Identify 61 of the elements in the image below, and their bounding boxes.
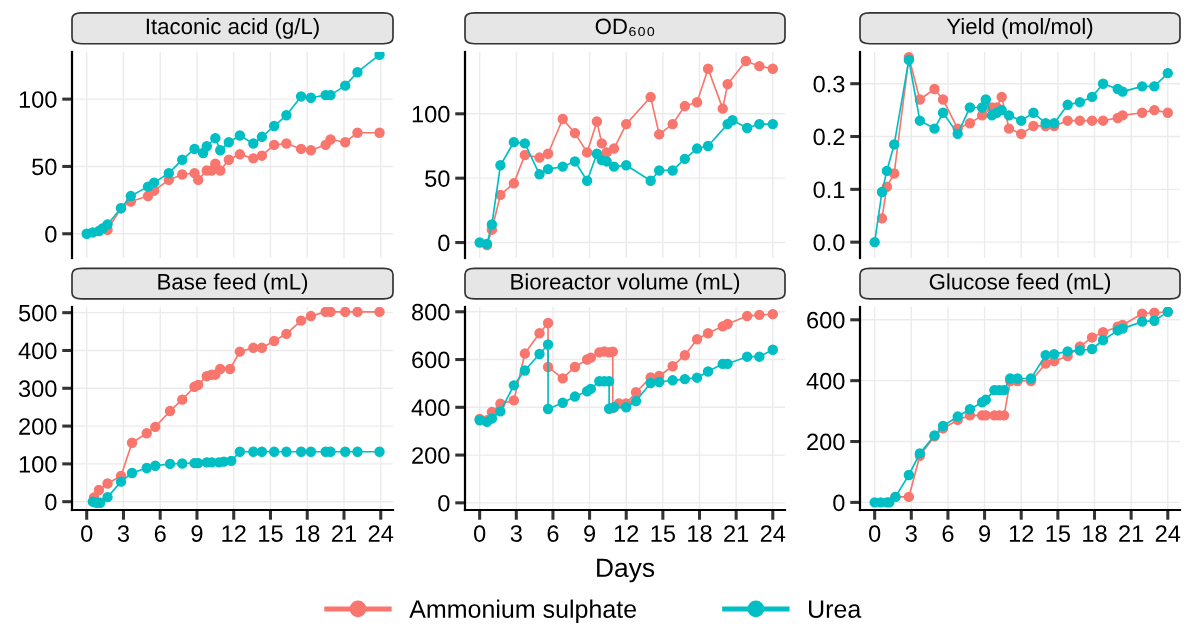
x-tick-label: 12 — [614, 525, 639, 542]
y-tick-label: 100 — [19, 455, 57, 473]
y-tick-label: 600 — [412, 351, 450, 369]
chart-title: Base feed (mL) — [158, 273, 308, 294]
x-tick-label: 21 — [332, 525, 356, 542]
x-tick-label: 21 — [1119, 525, 1144, 542]
x-tick-label: 3 — [905, 525, 917, 542]
chart-title: OD₆₀₀ — [595, 18, 655, 37]
y-tick-label: 400 — [411, 399, 450, 417]
x-tick-label: 9 — [979, 525, 991, 542]
chart-title: Itaconic acid (g/L) — [146, 17, 319, 39]
x-tick-label: 15 — [651, 525, 676, 542]
x-tick-label: 24 — [1155, 525, 1181, 542]
y-tick-label: 400 — [806, 372, 845, 390]
x-tick-label: 0 — [474, 525, 486, 542]
y-tick-label: 50 — [425, 170, 450, 187]
y-tick-label: 100 — [412, 105, 450, 123]
x-axis-title: Days — [597, 558, 655, 583]
y-tick-label: 500 — [18, 304, 57, 322]
y-tick-label: 0 — [438, 234, 450, 252]
y-tick-label: 300 — [18, 380, 57, 398]
chart-title: Glucose feed (mL) — [929, 273, 1111, 294]
y-tick-label: 0.1 — [813, 181, 845, 199]
y-tick-label: 0.0 — [813, 234, 845, 251]
x-tick-label: 24 — [368, 525, 394, 542]
y-tick-label: 0 — [833, 494, 845, 512]
y-tick-label: 50 — [32, 158, 57, 176]
y-tick-label: 400 — [18, 342, 57, 360]
legend-label: Ammonium sulphate — [409, 599, 636, 623]
x-tick-label: 9 — [584, 525, 596, 542]
x-tick-label: 18 — [295, 525, 320, 542]
y-tick-label: 200 — [19, 418, 57, 435]
y-tick-label: 600 — [807, 311, 845, 329]
y-tick-label: 0 — [45, 225, 57, 243]
x-tick-label: 6 — [154, 525, 166, 542]
x-tick-label: 18 — [1083, 525, 1107, 542]
x-tick-label: 3 — [510, 525, 522, 542]
y-tick-label: 0.3 — [813, 75, 845, 93]
chart-title: Yield (mol/mol) — [946, 17, 1093, 39]
y-tick-label: 200 — [807, 433, 845, 451]
x-tick-label: 3 — [117, 525, 129, 542]
chart-title: Bioreactor volume (mL) — [511, 273, 740, 294]
x-tick-label: 21 — [724, 525, 749, 542]
x-tick-label: 9 — [191, 525, 203, 542]
y-tick-label: 800 — [412, 303, 450, 321]
x-tick-label: 0 — [869, 525, 881, 542]
y-tick-label: 0.2 — [813, 128, 845, 146]
legend-label: Urea — [809, 600, 862, 618]
x-tick-label: 15 — [259, 525, 283, 542]
x-tick-label: 12 — [1009, 525, 1034, 542]
x-tick-label: 6 — [942, 525, 954, 542]
x-tick-label: 0 — [81, 525, 93, 542]
x-tick-label: 24 — [760, 525, 786, 542]
x-tick-label: 12 — [222, 525, 246, 542]
x-tick-label: 6 — [547, 525, 559, 542]
y-tick-label: 100 — [19, 91, 57, 108]
y-tick-label: 0 — [45, 493, 57, 511]
x-tick-label: 18 — [688, 525, 712, 542]
y-tick-label: 200 — [412, 447, 450, 464]
x-tick-label: 15 — [1046, 525, 1071, 542]
y-tick-label: 0 — [438, 494, 450, 512]
